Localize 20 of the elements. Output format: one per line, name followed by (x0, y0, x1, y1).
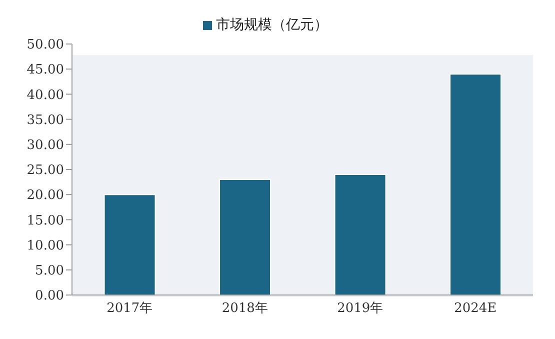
y-tick-label: 40.00 (26, 88, 64, 103)
bar (219, 179, 272, 295)
y-tick-label: 30.00 (26, 138, 64, 154)
bar (104, 194, 156, 295)
x-tick-label: 2024E (454, 301, 497, 316)
y-tick-label: 20.00 (26, 188, 64, 204)
y-tick-label: 50.00 (26, 38, 64, 53)
y-tick-label: 5.00 (35, 264, 64, 279)
y-tick-label: 35.00 (26, 112, 64, 128)
y-tick-label: 25.00 (26, 163, 64, 178)
x-tick-label: 2017年 (106, 301, 153, 316)
x-tick-label: 2019年 (337, 301, 384, 316)
y-tick-label: 45.00 (26, 62, 64, 78)
y-tick-label: 10.00 (26, 238, 64, 254)
y-tick-label: 15.00 (26, 213, 64, 228)
bar (450, 74, 502, 295)
y-tick-label: 0.00 (35, 288, 64, 304)
bar (334, 174, 386, 295)
legend-label: 市场规模（亿元） (216, 17, 328, 33)
x-tick-label: 2018年 (222, 301, 268, 316)
